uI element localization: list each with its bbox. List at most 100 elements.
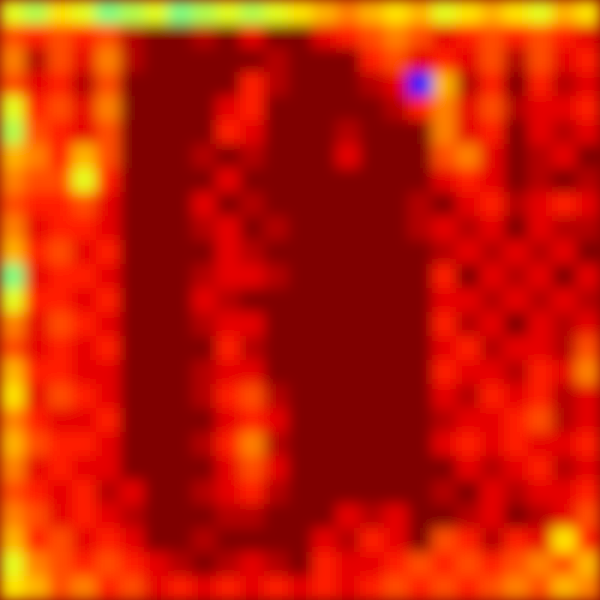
heatmap-cell (288, 48, 313, 73)
heatmap-cell (432, 576, 457, 600)
heatmap-cell (24, 96, 49, 121)
heatmap-cell (504, 96, 529, 121)
heatmap-cell (528, 96, 553, 121)
heatmap-cell (264, 384, 289, 409)
heatmap-cell (168, 288, 193, 313)
heatmap-cell (360, 312, 385, 337)
heatmap-cell (96, 168, 121, 193)
heatmap-cell (480, 24, 505, 49)
heatmap-cell (576, 72, 600, 97)
heatmap-cell (312, 0, 337, 25)
heatmap-cell (456, 0, 481, 25)
heatmap-cell (48, 264, 73, 289)
heatmap-cell (0, 552, 25, 577)
heatmap-cell (480, 576, 505, 600)
heatmap-cell (264, 216, 289, 241)
heatmap-cell (384, 192, 409, 217)
heatmap-cell (72, 240, 97, 265)
heatmap-cell (288, 96, 313, 121)
heatmap-cell (456, 408, 481, 433)
heatmap-cell (216, 168, 241, 193)
heatmap-cell (336, 360, 361, 385)
heatmap-cell (216, 408, 241, 433)
heatmap-cell (312, 336, 337, 361)
heatmap-cell (0, 264, 25, 289)
heatmap-cell (480, 72, 505, 97)
heatmap-cell (576, 192, 600, 217)
heatmap-cell (72, 408, 97, 433)
heatmap-cell (336, 216, 361, 241)
heatmap-cell (360, 408, 385, 433)
heatmap-cell (336, 432, 361, 457)
heatmap-cell (120, 432, 145, 457)
heatmap-cell (24, 360, 49, 385)
heatmap-cell (384, 456, 409, 481)
heatmap-cell (72, 552, 97, 577)
heatmap-cell (24, 456, 49, 481)
heatmap-cell (264, 360, 289, 385)
heatmap-cell (312, 312, 337, 337)
heatmap-cell (72, 312, 97, 337)
heatmap-cell (576, 144, 600, 169)
heatmap-cell (504, 552, 529, 577)
heatmap-cell (552, 336, 577, 361)
heatmap-cell (576, 288, 600, 313)
heatmap-cell (432, 360, 457, 385)
heatmap-cell (192, 504, 217, 529)
heatmap-cell (576, 528, 600, 553)
heatmap-cell (408, 72, 433, 97)
heatmap-cell (360, 480, 385, 505)
heatmap-cell (0, 528, 25, 553)
heatmap-cell (192, 360, 217, 385)
heatmap-cell (504, 384, 529, 409)
heatmap-cell (408, 504, 433, 529)
heatmap-cell (504, 216, 529, 241)
heatmap-cell (216, 552, 241, 577)
heatmap-cell (240, 0, 265, 25)
heatmap-cell (48, 240, 73, 265)
heatmap-cell (24, 216, 49, 241)
heatmap-cell (312, 48, 337, 73)
heatmap-cell (528, 288, 553, 313)
heatmap-cell (48, 48, 73, 73)
heatmap-cell (456, 504, 481, 529)
heatmap-cell (576, 384, 600, 409)
heatmap-cell (24, 144, 49, 169)
heatmap-cell (72, 120, 97, 145)
heatmap-cell (24, 24, 49, 49)
heatmap-cell (288, 480, 313, 505)
heatmap-cell (480, 552, 505, 577)
heatmap-cell (360, 216, 385, 241)
heatmap-cell (144, 432, 169, 457)
heatmap-cell (144, 144, 169, 169)
heatmap-cell (48, 360, 73, 385)
heatmap-cell (504, 168, 529, 193)
heatmap-cell (264, 144, 289, 169)
heatmap-cell (240, 144, 265, 169)
heatmap-cell (264, 168, 289, 193)
heatmap-cell (48, 504, 73, 529)
heatmap-cell (168, 96, 193, 121)
heatmap-cell (432, 240, 457, 265)
heatmap-cell (96, 96, 121, 121)
heatmap-cell (264, 504, 289, 529)
heatmap-cell (48, 288, 73, 313)
heatmap-cell (288, 312, 313, 337)
heatmap-cell (48, 576, 73, 600)
heatmap-cell (168, 144, 193, 169)
heatmap-cell (288, 456, 313, 481)
heatmap-cell (336, 168, 361, 193)
heatmap-cell (144, 96, 169, 121)
heatmap-cell (192, 408, 217, 433)
heatmap-cell (552, 480, 577, 505)
heatmap-cell (120, 120, 145, 145)
heatmap-cell (360, 528, 385, 553)
heatmap-cell (120, 456, 145, 481)
heatmap-cell (480, 240, 505, 265)
heatmap-cell (552, 48, 577, 73)
heatmap-cell (432, 264, 457, 289)
heatmap-cell (0, 168, 25, 193)
heatmap-cell (504, 360, 529, 385)
heatmap-cell (360, 384, 385, 409)
heatmap-cell (264, 72, 289, 97)
